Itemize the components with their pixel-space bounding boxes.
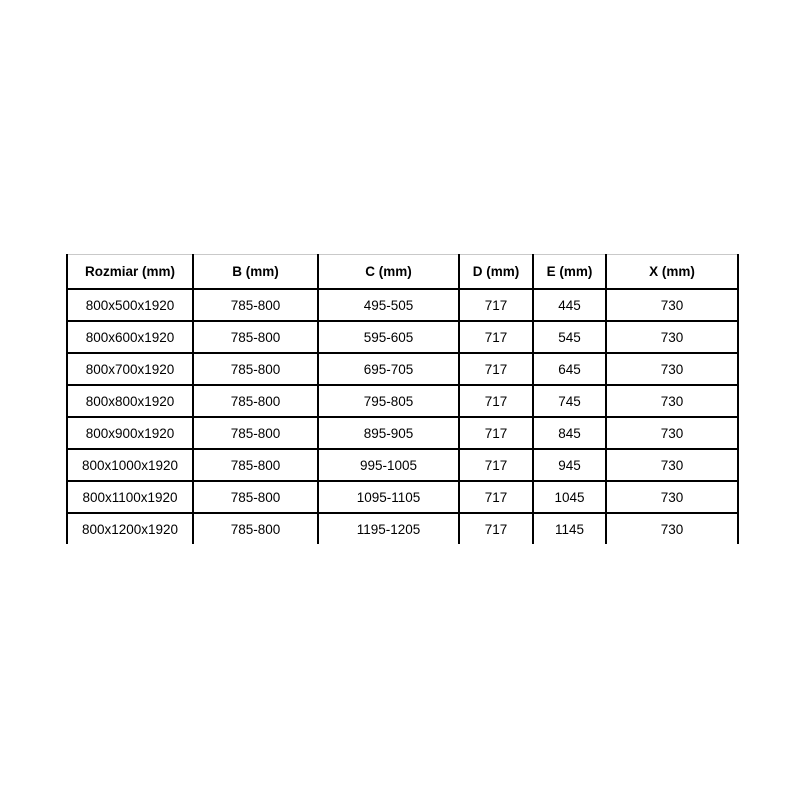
- cell-e: 545: [532, 320, 607, 354]
- cell-e: 745: [532, 384, 607, 418]
- cell-d: 717: [458, 352, 534, 386]
- column-header-c: C (mm): [317, 254, 460, 290]
- cell-b: 785-800: [192, 352, 319, 386]
- cell-x: 730: [605, 384, 739, 418]
- cell-rozmiar: 800x1000x1920: [66, 448, 194, 482]
- cell-e: 845: [532, 416, 607, 450]
- column-header-rozmiar: Rozmiar (mm): [66, 254, 194, 290]
- cell-rozmiar: 800x500x1920: [66, 288, 194, 322]
- cell-e: 445: [532, 288, 607, 322]
- table-row: 800x800x1920 785-800 795-805 717 745 730: [66, 384, 739, 418]
- cell-x: 730: [605, 288, 739, 322]
- cell-c: 495-505: [317, 288, 460, 322]
- cell-b: 785-800: [192, 480, 319, 514]
- cell-rozmiar: 800x1200x1920: [66, 512, 194, 544]
- cell-c: 895-905: [317, 416, 460, 450]
- cell-b: 785-800: [192, 512, 319, 544]
- cell-x: 730: [605, 352, 739, 386]
- cell-d: 717: [458, 448, 534, 482]
- cell-e: 1145: [532, 512, 607, 544]
- column-header-d: D (mm): [458, 254, 534, 290]
- column-header-x: X (mm): [605, 254, 739, 290]
- cell-e: 945: [532, 448, 607, 482]
- cell-c: 595-605: [317, 320, 460, 354]
- cell-rozmiar: 800x700x1920: [66, 352, 194, 386]
- table-header-row: Rozmiar (mm) B (mm) C (mm) D (mm) E (mm)…: [66, 254, 739, 290]
- dimensions-table: Rozmiar (mm) B (mm) C (mm) D (mm) E (mm)…: [66, 254, 739, 544]
- column-header-e: E (mm): [532, 254, 607, 290]
- table-row: 800x900x1920 785-800 895-905 717 845 730: [66, 416, 739, 450]
- cell-x: 730: [605, 448, 739, 482]
- cell-c: 1195-1205: [317, 512, 460, 544]
- cell-e: 1045: [532, 480, 607, 514]
- cell-d: 717: [458, 320, 534, 354]
- cell-c: 695-705: [317, 352, 460, 386]
- cell-d: 717: [458, 384, 534, 418]
- cell-rozmiar: 800x900x1920: [66, 416, 194, 450]
- cell-b: 785-800: [192, 288, 319, 322]
- cell-x: 730: [605, 512, 739, 544]
- cell-rozmiar: 800x800x1920: [66, 384, 194, 418]
- table-row: 800x1200x1920 785-800 1195-1205 717 1145…: [66, 512, 739, 544]
- cell-d: 717: [458, 512, 534, 544]
- cell-c: 995-1005: [317, 448, 460, 482]
- cell-e: 645: [532, 352, 607, 386]
- cell-b: 785-800: [192, 416, 319, 450]
- cell-rozmiar: 800x600x1920: [66, 320, 194, 354]
- cell-c: 795-805: [317, 384, 460, 418]
- table-row: 800x500x1920 785-800 495-505 717 445 730: [66, 288, 739, 322]
- cell-x: 730: [605, 320, 739, 354]
- table-row: 800x700x1920 785-800 695-705 717 645 730: [66, 352, 739, 386]
- cell-x: 730: [605, 480, 739, 514]
- cell-c: 1095-1105: [317, 480, 460, 514]
- cell-d: 717: [458, 480, 534, 514]
- table-row: 800x1100x1920 785-800 1095-1105 717 1045…: [66, 480, 739, 514]
- cell-rozmiar: 800x1100x1920: [66, 480, 194, 514]
- table-row: 800x600x1920 785-800 595-605 717 545 730: [66, 320, 739, 354]
- table-row: 800x1000x1920 785-800 995-1005 717 945 7…: [66, 448, 739, 482]
- cell-b: 785-800: [192, 320, 319, 354]
- cell-x: 730: [605, 416, 739, 450]
- cell-b: 785-800: [192, 448, 319, 482]
- cell-d: 717: [458, 416, 534, 450]
- cell-b: 785-800: [192, 384, 319, 418]
- cell-d: 717: [458, 288, 534, 322]
- column-header-b: B (mm): [192, 254, 319, 290]
